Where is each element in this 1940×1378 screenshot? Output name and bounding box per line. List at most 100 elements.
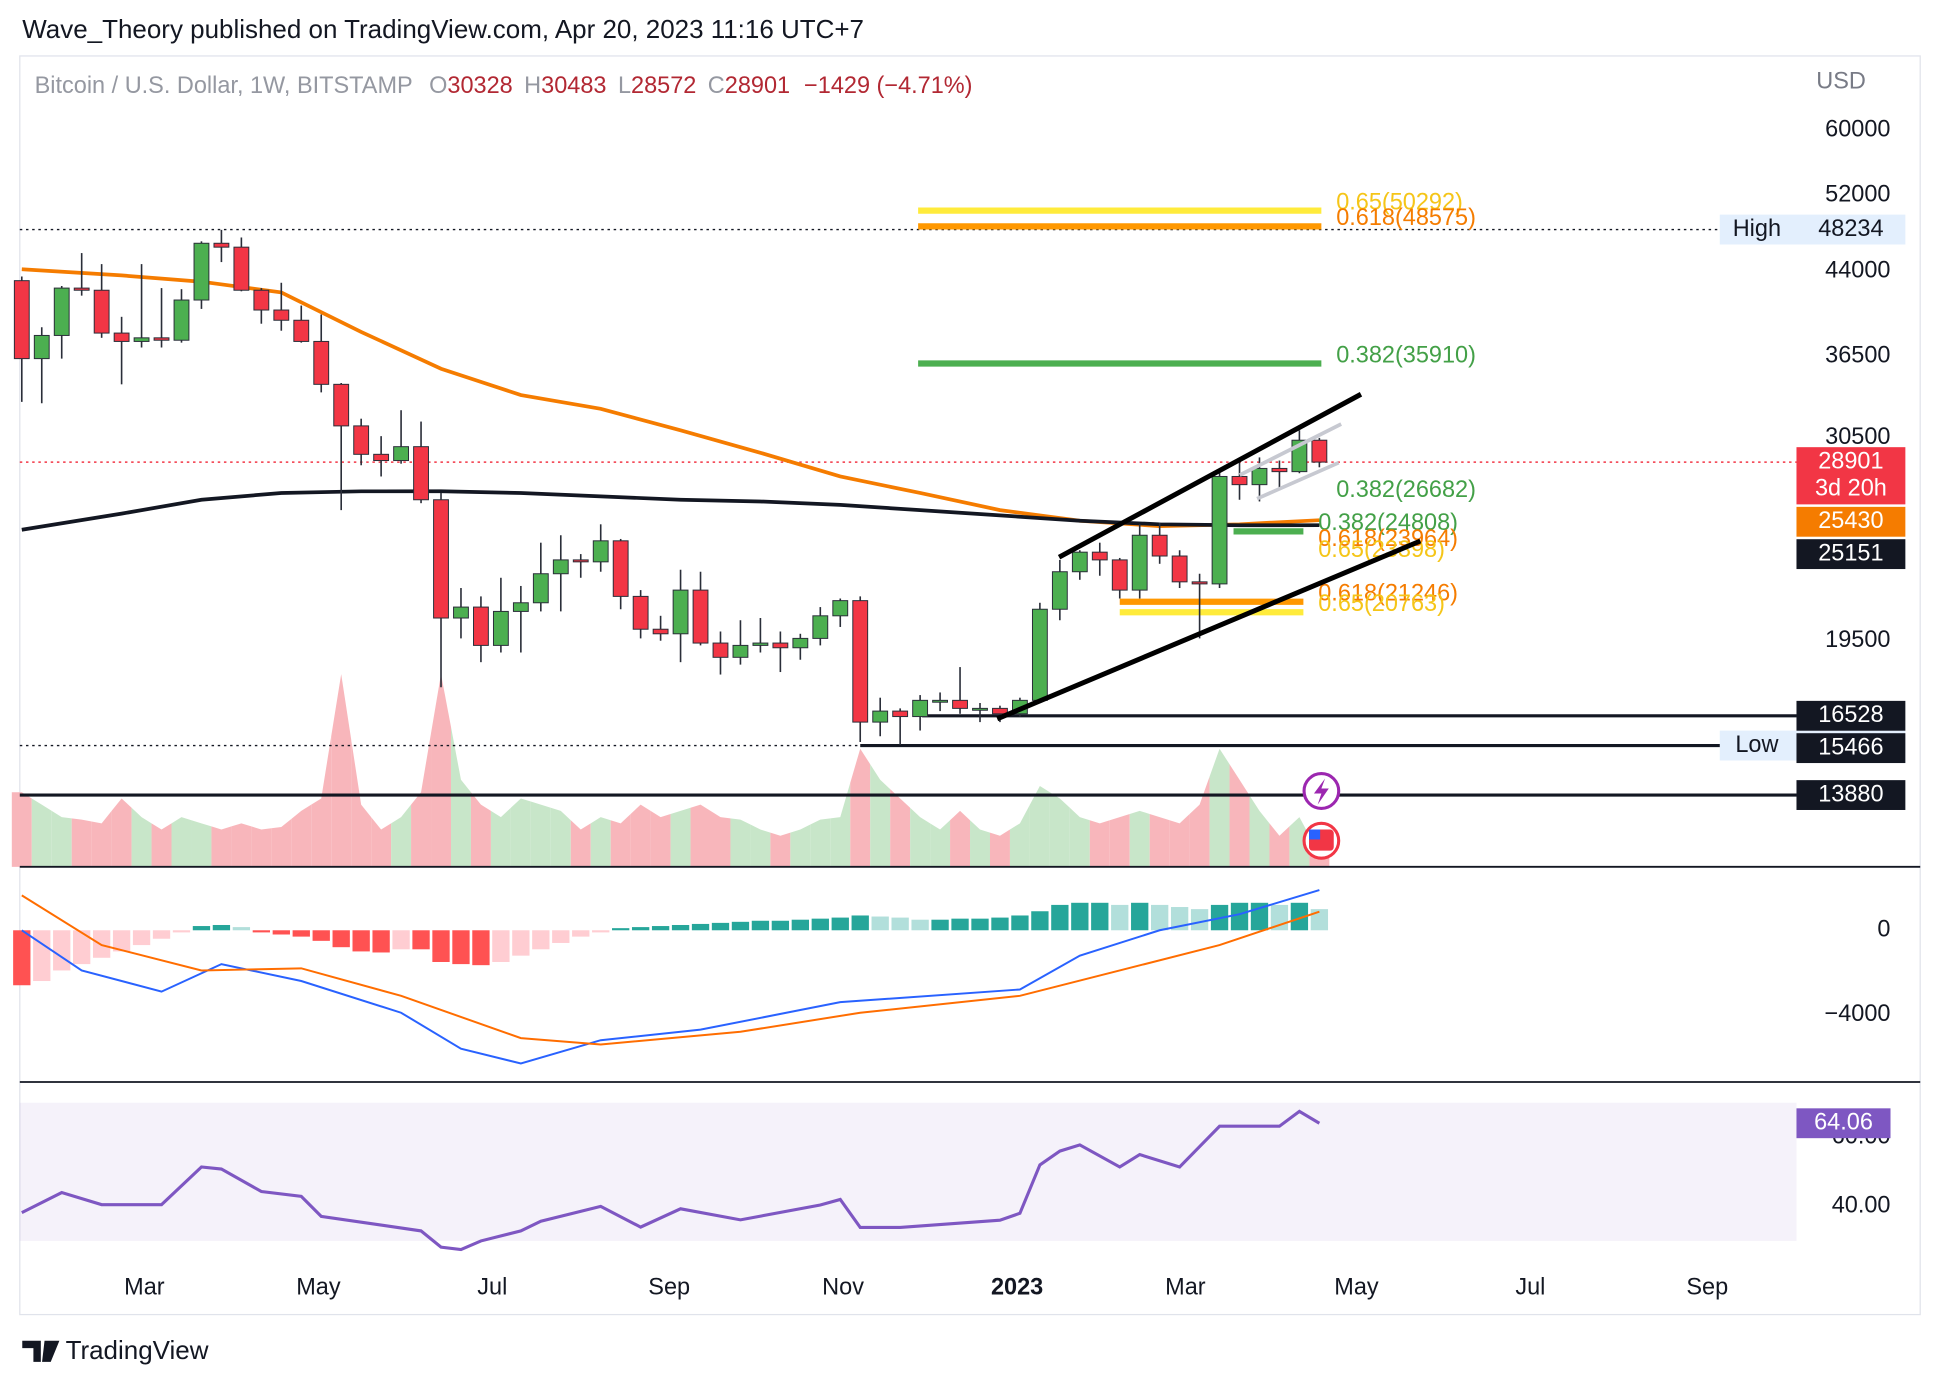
volume-area xyxy=(91,810,112,867)
macd-tick-label: 0 xyxy=(1877,915,1890,941)
macd-histogram-bar xyxy=(312,930,330,941)
macd-histogram-bar xyxy=(132,930,151,946)
candle-body xyxy=(1231,475,1248,486)
volume-area xyxy=(490,807,511,867)
macd-histogram-bar xyxy=(392,930,410,950)
badge-value: 48234 xyxy=(1818,215,1883,241)
x-tick-label: Nov xyxy=(822,1274,864,1300)
candle-body xyxy=(632,595,649,630)
volume-area xyxy=(670,807,691,867)
macd-histogram-bar xyxy=(871,916,889,931)
y-tick-label: 44000 xyxy=(1825,256,1890,282)
lightning-glyph xyxy=(1313,778,1329,805)
logo-mark xyxy=(22,1340,60,1362)
background-layer xyxy=(11,228,1797,867)
rsi-value-bg xyxy=(1796,1108,1891,1139)
volume-area xyxy=(810,818,831,867)
macd-histogram-bar xyxy=(532,930,550,950)
logo-dot xyxy=(44,1341,52,1350)
volume-area xyxy=(11,792,32,867)
candle-body xyxy=(1091,551,1108,561)
candle-body xyxy=(712,642,729,658)
chart-frame xyxy=(19,55,1921,1316)
macd-histogram-bar xyxy=(1051,904,1069,931)
volume-area xyxy=(1209,748,1230,867)
x-tick-label: May xyxy=(296,1274,341,1300)
publisher-header: Wave_Theory published on TradingView.com… xyxy=(22,14,864,44)
volume-area xyxy=(690,804,711,867)
candle-body xyxy=(652,628,669,635)
volume-area xyxy=(1129,810,1150,867)
candle-body xyxy=(293,319,310,342)
candle-body xyxy=(672,589,689,635)
volume-area xyxy=(391,804,412,867)
price-label-bg xyxy=(1796,733,1906,764)
candle-body xyxy=(772,642,789,649)
volume-area xyxy=(1189,776,1210,867)
badge-label: High xyxy=(1733,215,1781,241)
volume-area xyxy=(151,823,172,867)
macd-histogram-bar xyxy=(13,930,31,986)
macd-histogram-bar xyxy=(552,930,570,943)
volume-area xyxy=(131,807,152,867)
volume-area xyxy=(1149,813,1170,867)
volume-area xyxy=(1169,813,1190,867)
candle-body xyxy=(992,707,1008,715)
volume-area xyxy=(291,804,312,867)
candle-body xyxy=(512,602,529,612)
moving-average xyxy=(21,267,1320,528)
candle-body xyxy=(413,446,429,501)
macd-histogram-bar xyxy=(292,930,310,937)
volume-area xyxy=(1049,792,1070,867)
macd-histogram-bar xyxy=(1151,904,1169,931)
macd-histogram-bar xyxy=(512,930,530,956)
volume-area xyxy=(710,810,731,867)
rsi-value-label: 64.06 xyxy=(1814,1108,1873,1134)
candle-body xyxy=(952,699,968,709)
symbol-name: Bitcoin / U.S. Dollar, 1W, BITSTAMP xyxy=(35,72,413,98)
rsi-tick-label: 40.00 xyxy=(1832,1192,1891,1218)
candle-body xyxy=(113,332,130,342)
volume-area xyxy=(171,817,192,867)
volume-area xyxy=(510,798,531,867)
candle-body xyxy=(13,280,30,360)
volume-area xyxy=(331,674,352,867)
macd-histogram-bar xyxy=(971,918,989,931)
y-tick-label: 52000 xyxy=(1825,181,1890,207)
volume-area xyxy=(750,824,771,867)
candle-body xyxy=(932,699,948,703)
badge-label: Low xyxy=(1735,731,1779,757)
ohlc-value: 30328 xyxy=(447,72,512,98)
volume-area xyxy=(431,674,451,867)
candle-body xyxy=(53,287,70,336)
volume-area xyxy=(351,739,372,867)
macd-histogram-bar xyxy=(152,930,171,939)
symbol-legend: Bitcoin / U.S. Dollar, 1W, BITSTAMP O303… xyxy=(35,72,973,98)
x-tick-label: Sep xyxy=(1686,1274,1728,1300)
macd-tick-label: −4000 xyxy=(1825,1000,1891,1026)
volume-area xyxy=(730,818,751,867)
macd-histogram-bar xyxy=(991,917,1009,931)
candle-body xyxy=(1051,571,1068,610)
volume-area xyxy=(111,798,132,867)
macd-histogram-bar xyxy=(212,924,231,931)
volume-area xyxy=(890,789,911,867)
volume-area xyxy=(570,820,591,867)
volume-area xyxy=(830,782,851,867)
candle-body xyxy=(373,453,390,462)
macd-line xyxy=(21,889,1320,1065)
macd-histogram-bar xyxy=(851,915,869,931)
price-label: 13880 xyxy=(1818,780,1883,806)
candle-body xyxy=(852,600,869,723)
ohlc-letter: C xyxy=(708,72,725,98)
volume-area xyxy=(530,801,551,867)
macd-histogram-bar xyxy=(811,918,829,931)
candle-body xyxy=(453,606,469,619)
volume-area xyxy=(311,736,332,867)
candle-body xyxy=(752,642,769,646)
ohlc-value: 28572 xyxy=(631,72,696,98)
price-label: 16528 xyxy=(1818,701,1883,727)
volume-area xyxy=(1289,817,1310,867)
macd-histogram-bar xyxy=(1290,902,1309,931)
